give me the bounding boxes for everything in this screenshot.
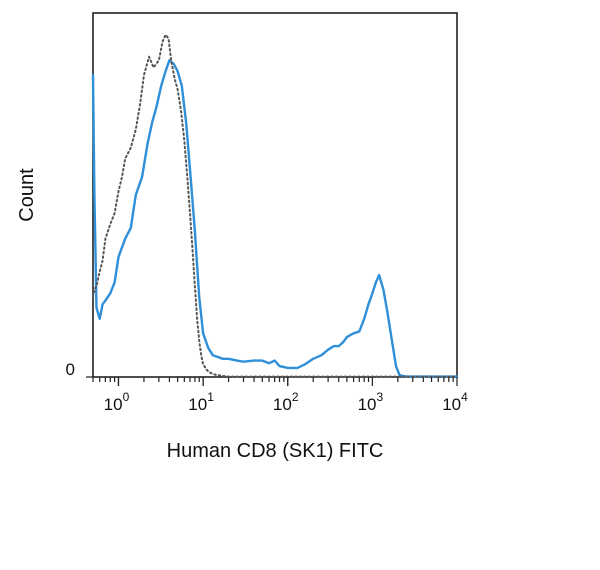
x-tick-label: 104: [442, 390, 468, 414]
series-line-dotted: [92, 33, 458, 378]
x-tick-label: 101: [188, 390, 214, 414]
x-axis-title: Human CD8 (SK1) FITC: [167, 440, 384, 462]
x-tick-label: 103: [358, 390, 384, 414]
y-axis: 0: [66, 360, 93, 379]
x-tick-label: 102: [273, 390, 299, 414]
plot-frame: [92, 12, 458, 378]
y-tick-label: 0: [66, 360, 75, 379]
series-line-solid: [91, 59, 459, 378]
x-tick-label: 100: [104, 390, 130, 414]
series-layer: [91, 33, 459, 378]
y-axis-title: Count: [16, 168, 38, 222]
x-axis: 100 101 102 103 104: [92, 377, 468, 414]
